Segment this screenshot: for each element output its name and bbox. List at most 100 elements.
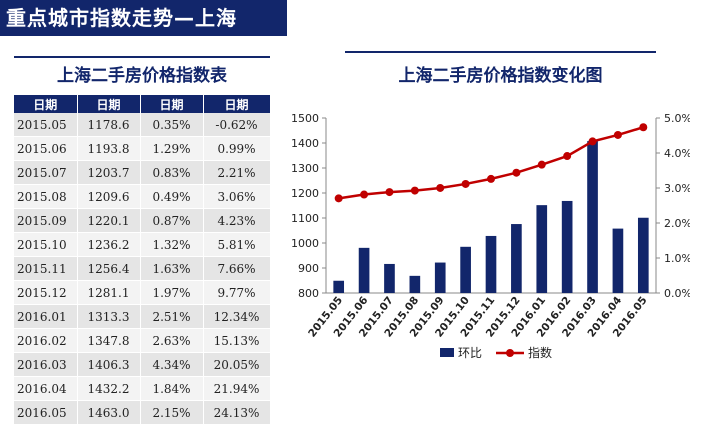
cell-mom: 2.15% xyxy=(140,400,204,425)
cell-index: 1178.6 xyxy=(77,113,141,137)
bar-mom xyxy=(434,262,446,293)
cell-cumulative: 12.34% xyxy=(203,304,271,329)
cell-mom: 1.97% xyxy=(140,280,204,305)
cell-date: 2015.10 xyxy=(14,232,78,257)
chart-legend: 环比 指数 xyxy=(440,345,552,360)
legend-bar-swatch xyxy=(440,348,454,357)
table-row: 2015.08 1209.6 0.49% 3.06% xyxy=(14,184,271,209)
cell-index: 1347.8 xyxy=(77,328,141,353)
y-left-tick-label: 800 xyxy=(298,287,319,300)
bar-mom xyxy=(561,200,573,293)
y-right-tick-label: 5.0% xyxy=(664,112,690,125)
bar-mom xyxy=(637,217,649,293)
cell-date: 2015.12 xyxy=(14,280,78,305)
cell-index: 1406.3 xyxy=(77,352,141,377)
y-left-tick-label: 1100 xyxy=(291,212,319,225)
cell-date: 2016.05 xyxy=(14,400,78,425)
page-banner-title: 重点城市指数走势—上海 xyxy=(0,0,287,36)
point-index xyxy=(639,123,648,132)
cell-mom: 0.35% xyxy=(140,113,204,137)
y-right-tick-label: 1.0% xyxy=(664,252,690,265)
cell-date: 2015.09 xyxy=(14,208,78,233)
cell-date: 2015.07 xyxy=(14,160,78,185)
y-left-tick-label: 1400 xyxy=(291,137,319,150)
cell-cumulative: 3.06% xyxy=(203,184,271,209)
y-right-tick-label: 4.0% xyxy=(664,147,690,160)
table-row: 2015.07 1203.7 0.83% 2.21% xyxy=(14,160,271,185)
column-header: 日期 xyxy=(14,95,78,113)
cell-date: 2016.01 xyxy=(14,304,78,329)
cell-date: 2015.11 xyxy=(14,256,78,281)
y-left-tick-label: 1200 xyxy=(291,187,319,200)
cell-index: 1209.6 xyxy=(77,184,141,209)
cell-mom: 0.49% xyxy=(140,184,204,209)
column-header: 日期 xyxy=(203,95,271,113)
cell-mom: 1.63% xyxy=(140,256,204,281)
point-index xyxy=(613,130,622,139)
table-row: 2015.09 1220.1 0.87% 4.23% xyxy=(14,208,271,233)
point-index xyxy=(410,186,419,195)
chart-title: 上海二手房价格指数变化图 xyxy=(398,66,603,86)
bar-series-mom xyxy=(333,141,649,293)
cell-date: 2015.08 xyxy=(14,184,78,209)
bar-mom xyxy=(384,263,395,293)
table-title: 上海二手房价格指数表 xyxy=(57,66,227,86)
legend-label-index: 指数 xyxy=(528,345,552,360)
point-index xyxy=(436,183,445,192)
bar-mom xyxy=(409,275,421,293)
cell-cumulative: 7.66% xyxy=(203,256,271,281)
point-index xyxy=(537,160,546,169)
cell-date: 2015.05 xyxy=(14,113,78,137)
cell-index: 1220.1 xyxy=(77,208,141,233)
cell-cumulative: 21.94% xyxy=(203,376,271,401)
price-index-table: 日期 日期 日期 日期 2015.05 1178.6 0.35% -0.62% 2015… xyxy=(14,95,271,425)
cell-cumulative: 20.05% xyxy=(203,352,271,377)
point-index xyxy=(487,174,495,183)
table-row: 2016.03 1406.3 4.34% 20.05% xyxy=(14,352,271,377)
cell-cumulative: 4.23% xyxy=(203,208,271,233)
table-header-row: 日期 日期 日期 日期 xyxy=(14,95,271,113)
cell-cumulative: -0.62% xyxy=(203,113,271,137)
y-left-tick-label: 1500 xyxy=(291,112,319,125)
table-row: 2015.05 1178.6 0.35% -0.62% xyxy=(14,113,271,137)
bar-mom xyxy=(460,246,471,293)
table-row: 2016.01 1313.3 2.51% 12.34% xyxy=(14,304,271,329)
point-index xyxy=(563,152,572,161)
price-index-chart: 800 900 1000 1100 1200 1300 1400 1500 0.0% 1.0% 2.… xyxy=(291,112,690,360)
table-row: 2016.04 1432.2 1.84% 21.94% xyxy=(14,376,271,401)
cell-date: 2016.04 xyxy=(14,376,78,401)
line-series-index xyxy=(334,123,648,203)
cell-cumulative: 24.13% xyxy=(203,400,271,425)
bar-mom xyxy=(358,247,370,293)
bar-mom xyxy=(333,280,345,293)
legend-line-marker xyxy=(506,349,514,357)
chart-title-rule xyxy=(345,51,656,53)
cell-cumulative: 9.77% xyxy=(203,280,271,305)
cell-cumulative: 15.13% xyxy=(203,328,271,353)
cell-cumulative: 5.81% xyxy=(203,232,271,257)
cell-cumulative: 2.21% xyxy=(203,160,271,185)
cell-index: 1203.7 xyxy=(77,160,141,185)
point-index xyxy=(360,190,369,199)
legend-label-mom: 环比 xyxy=(458,346,482,360)
cell-index: 1193.8 xyxy=(77,136,141,161)
y-left-tick-label: 1300 xyxy=(291,162,319,175)
bar-mom xyxy=(612,228,624,293)
y-right-tick-label: 2.0% xyxy=(664,217,690,230)
cell-date: 2015.06 xyxy=(14,136,78,161)
point-index xyxy=(334,194,343,203)
table-row: 2015.11 1256.4 1.63% 7.66% xyxy=(14,256,271,281)
cell-mom: 2.63% xyxy=(140,328,204,353)
bar-mom xyxy=(511,224,522,293)
column-header: 日期 xyxy=(140,95,204,113)
cell-mom: 0.87% xyxy=(140,208,204,233)
cell-cumulative: 0.99% xyxy=(203,136,271,161)
cell-index: 1313.3 xyxy=(77,304,141,329)
table-row: 2015.10 1236.2 1.32% 5.81% xyxy=(14,232,271,257)
bar-mom xyxy=(536,205,548,293)
point-index xyxy=(461,179,470,188)
point-index xyxy=(512,168,521,177)
cell-index: 1256.4 xyxy=(77,256,141,281)
bar-mom xyxy=(587,141,598,293)
cell-index: 1432.2 xyxy=(77,376,141,401)
